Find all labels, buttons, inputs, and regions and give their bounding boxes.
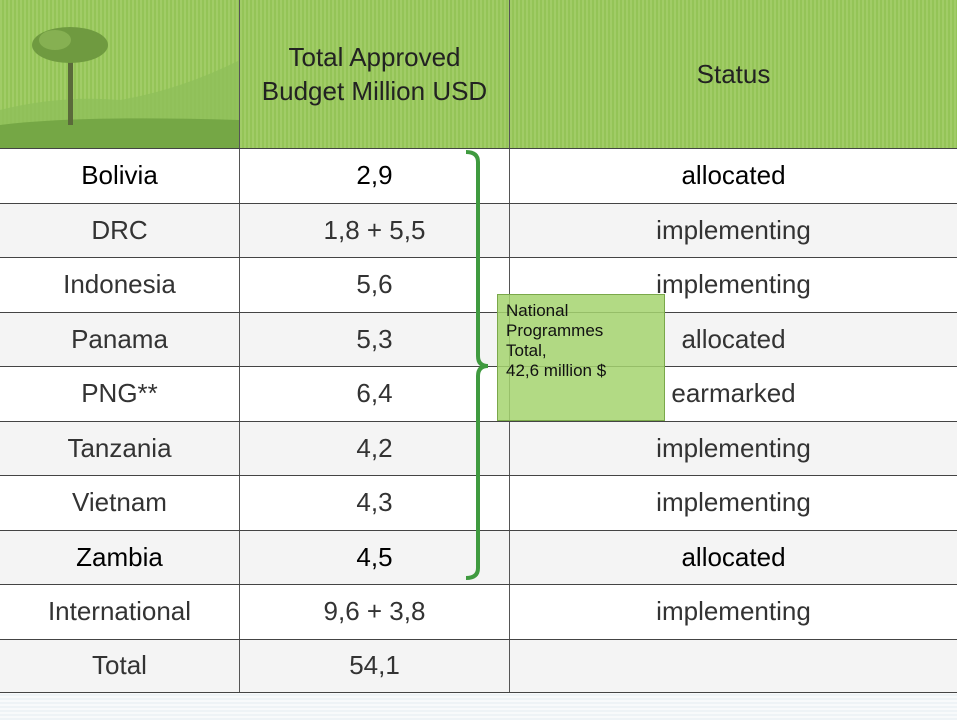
bracket	[466, 152, 488, 578]
callout-line: National Programmes Total,	[506, 301, 646, 361]
slide: Total Approved Budget Million USD Status…	[0, 0, 957, 720]
bracket-layer	[0, 0, 957, 720]
callout: National Programmes Total, 42,6 million …	[497, 294, 665, 421]
callout-line: 42,6 million $	[506, 361, 646, 381]
